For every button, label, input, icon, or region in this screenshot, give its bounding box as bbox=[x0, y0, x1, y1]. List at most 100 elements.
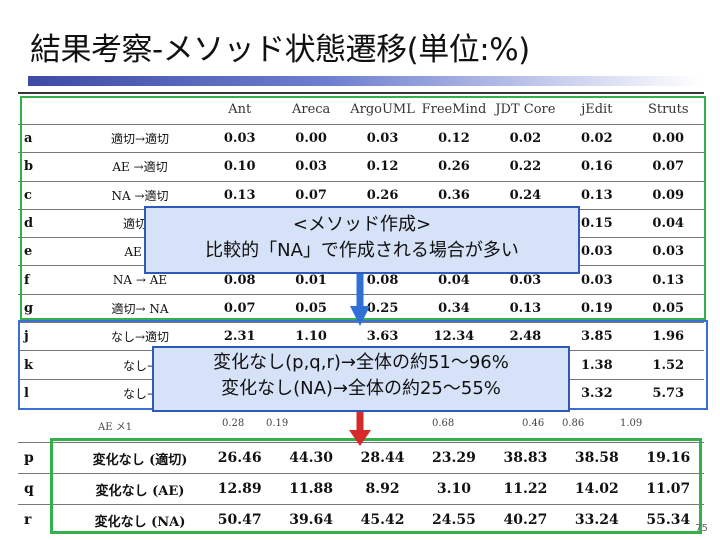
callout-nochange-line1: 変化なし(p,q,r)→全体の約51～96% bbox=[213, 352, 509, 373]
value-cell: 0.12 bbox=[418, 123, 490, 153]
row-id: b bbox=[18, 152, 76, 182]
slide-title: 結果考察-メソッド状態遷移(単位:%) bbox=[30, 32, 530, 68]
value-cell: 0.05 bbox=[632, 293, 704, 323]
value-cell: 1.52 bbox=[632, 350, 704, 380]
row-label: 変化なし (AE) bbox=[76, 473, 204, 505]
callout-no-change: 変化なし(p,q,r)→全体の約51～96% 変化なし(NA)→全体の約25～5… bbox=[152, 346, 570, 412]
row-label: NA →適切 bbox=[76, 180, 204, 210]
row-label: 適切→ NA bbox=[76, 293, 204, 323]
value-cell: 40.27 bbox=[489, 504, 562, 535]
row-label: AE →適切 bbox=[76, 152, 204, 182]
value-cell: 0.09 bbox=[632, 180, 704, 210]
row-label: なし→適切 bbox=[76, 322, 204, 351]
value-cell: 39.64 bbox=[275, 504, 347, 535]
row-id: a bbox=[18, 123, 76, 153]
callout-method-creation: <メソッド作成> 比較的「NA」で作成される場合が多い bbox=[144, 206, 580, 274]
value-cell: 0.12 bbox=[346, 152, 419, 182]
table-row: a 適切→適切 0.03 0.00 0.03 0.12 0.02 0.02 0.00 bbox=[18, 123, 704, 153]
value-cell: 0.13 bbox=[561, 180, 633, 210]
value-cell: 0.00 bbox=[275, 123, 347, 153]
value-cell: 14.02 bbox=[561, 473, 633, 505]
header-cell: Struts bbox=[632, 92, 704, 125]
row-id: r bbox=[18, 504, 76, 535]
blue-arrow-head bbox=[350, 306, 370, 326]
value-cell: 11.07 bbox=[632, 473, 704, 505]
callout-create-line1: <メソッド作成> bbox=[292, 214, 432, 235]
value-cell: 0.13 bbox=[204, 180, 276, 210]
value-cell: 0.07 bbox=[275, 180, 347, 210]
table-row: r 変化なし (NA) 50.47 39.64 45.42 24.55 40.27 33.24… bbox=[18, 504, 704, 535]
faint-value: 0.28 bbox=[222, 418, 245, 429]
value-cell: 19.16 bbox=[632, 442, 704, 474]
transition-table-top: Ant Areca ArgoUML FreeMind JDT Core jEdi… bbox=[18, 92, 704, 407]
value-cell: 0.16 bbox=[561, 152, 633, 182]
value-cell: 0.36 bbox=[418, 180, 490, 210]
value-cell: 0.02 bbox=[489, 123, 562, 153]
row-label: 適切→適切 bbox=[76, 123, 204, 153]
value-cell: 33.24 bbox=[561, 504, 633, 535]
table-row: p 変化なし (適切) 26.46 44.30 28.44 23.29 38.83 38.58… bbox=[18, 442, 704, 474]
value-cell: 0.04 bbox=[632, 208, 704, 238]
value-cell: 0.10 bbox=[204, 152, 276, 182]
value-cell: 1.96 bbox=[632, 322, 704, 351]
value-cell: 50.47 bbox=[204, 504, 276, 535]
value-cell: 8.92 bbox=[346, 473, 419, 505]
value-cell: 0.22 bbox=[489, 152, 562, 182]
red-arrow-head bbox=[349, 430, 371, 446]
value-cell: 0.05 bbox=[275, 293, 347, 323]
row-id: q bbox=[18, 473, 76, 505]
value-cell: 1.38 bbox=[561, 350, 633, 380]
row-id: l bbox=[18, 378, 76, 407]
value-cell: 0.03 bbox=[346, 123, 419, 153]
value-cell: 24.55 bbox=[418, 504, 490, 535]
value-cell: 3.85 bbox=[561, 322, 633, 351]
value-cell: 0.03 bbox=[204, 123, 276, 153]
row-id: p bbox=[18, 442, 76, 474]
value-cell: 0.26 bbox=[418, 152, 490, 182]
value-cell: 26.46 bbox=[204, 442, 276, 474]
row-id: f bbox=[18, 265, 76, 295]
table-row: c NA →適切 0.13 0.07 0.26 0.36 0.24 0.13 0.09 bbox=[18, 180, 704, 210]
row-label: 変化なし (NA) bbox=[76, 504, 204, 535]
faint-value: 0.46 bbox=[522, 418, 545, 429]
faint-value: 0.19 bbox=[266, 418, 289, 429]
faint-value: 1.09 bbox=[620, 418, 643, 429]
value-cell: 3.10 bbox=[418, 473, 490, 505]
row-id: g bbox=[18, 293, 76, 323]
value-cell: 0.07 bbox=[204, 293, 276, 323]
value-cell: 38.83 bbox=[489, 442, 562, 474]
value-cell: 0.24 bbox=[489, 180, 562, 210]
value-cell: 0.26 bbox=[346, 180, 419, 210]
value-cell: 0.03 bbox=[275, 152, 347, 182]
callout-nochange-line2: 変化なし(NA)→全体の約25～55% bbox=[221, 378, 501, 399]
row-id: c bbox=[18, 180, 76, 210]
row-label: 変化なし (適切) bbox=[76, 442, 204, 474]
faint-value: 0.86 bbox=[562, 418, 585, 429]
value-cell: 5.73 bbox=[632, 378, 704, 407]
callout-create-line2: 比較的「NA」で作成される場合が多い bbox=[205, 240, 519, 261]
value-cell: 11.22 bbox=[489, 473, 562, 505]
table-row: q 変化なし (AE) 12.89 11.88 8.92 3.10 11.22 14.02 11… bbox=[18, 473, 704, 505]
value-cell: 0.13 bbox=[632, 265, 704, 295]
value-cell: 23.29 bbox=[418, 442, 490, 474]
value-cell: 0.00 bbox=[632, 123, 704, 153]
table-row: g 適切→ NA 0.07 0.05 0.25 0.34 0.13 0.19 0.05 bbox=[18, 293, 704, 323]
value-cell: 44.30 bbox=[275, 442, 347, 474]
table-row: b AE →適切 0.10 0.03 0.12 0.26 0.22 0.16 0.07 bbox=[18, 152, 704, 182]
value-cell: 28.44 bbox=[346, 442, 419, 474]
value-cell: 0.07 bbox=[632, 152, 704, 182]
faint-value: 0.68 bbox=[432, 418, 455, 429]
value-cell: 0.03 bbox=[632, 237, 704, 266]
row-id: e bbox=[18, 237, 76, 266]
value-cell: 55.34 bbox=[632, 504, 704, 535]
value-cell: 0.13 bbox=[489, 293, 562, 323]
title-underline bbox=[28, 76, 700, 86]
row-id: j bbox=[18, 322, 76, 351]
transition-table-bottom: p 変化なし (適切) 26.46 44.30 28.44 23.29 38.83 38.58… bbox=[18, 442, 704, 535]
value-cell: 0.19 bbox=[561, 293, 633, 323]
value-cell: 3.32 bbox=[561, 378, 633, 407]
faint-row-label: AE メ1 bbox=[98, 422, 133, 433]
value-cell: 38.58 bbox=[561, 442, 633, 474]
row-id: k bbox=[18, 350, 76, 380]
